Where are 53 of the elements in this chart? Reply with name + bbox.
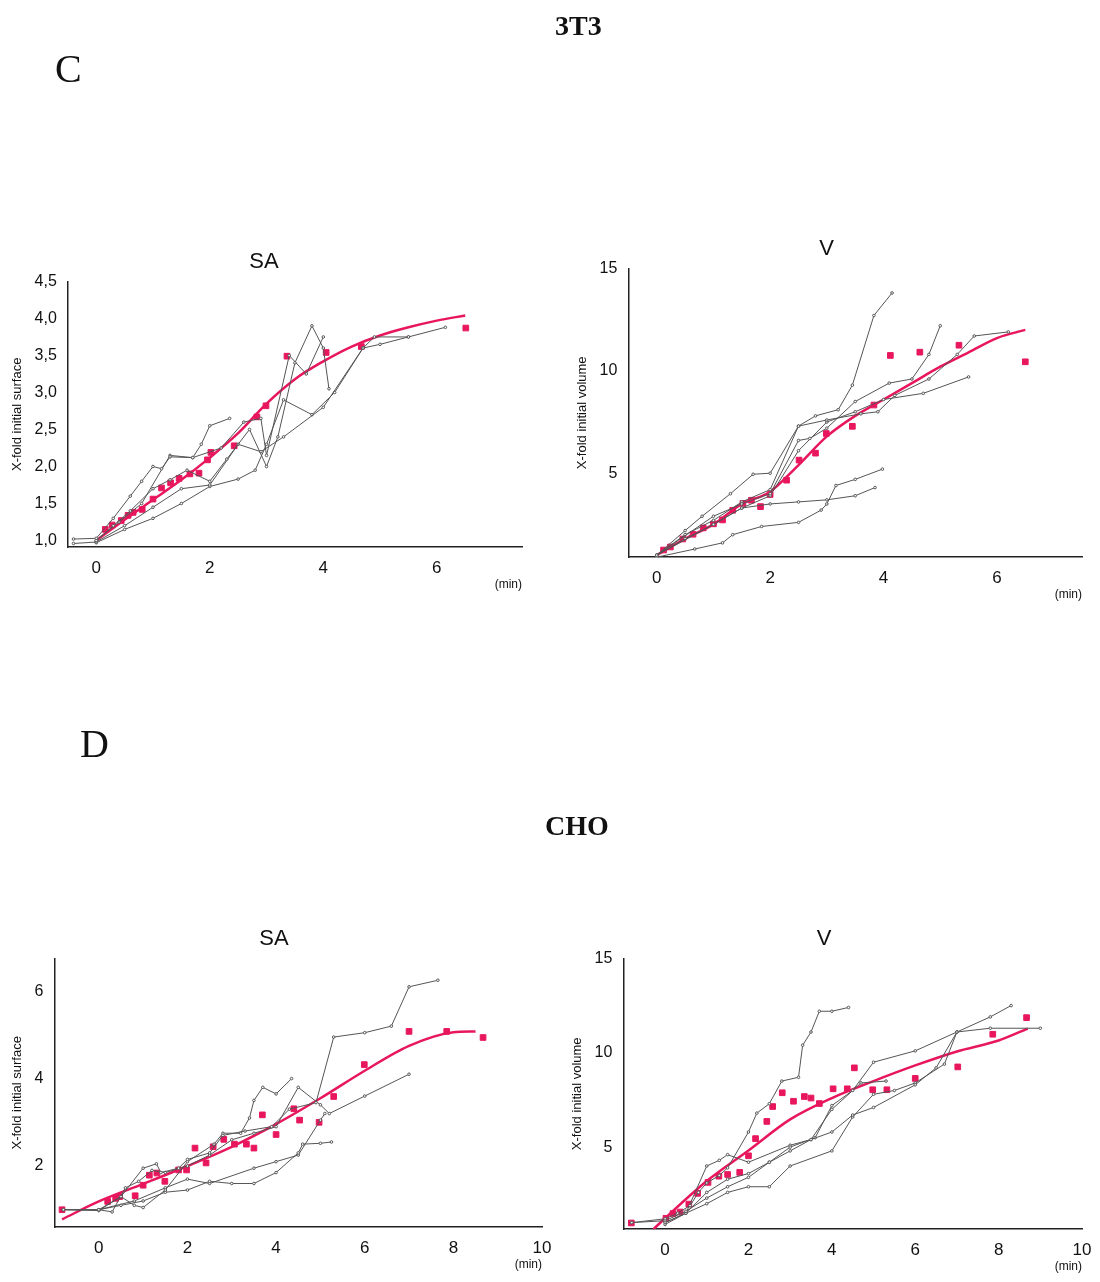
y-tick-label: 10	[594, 1043, 613, 1061]
x-tick-label: 0	[91, 558, 101, 578]
y-tick-label: 4,0	[34, 308, 57, 326]
x-axis-title: (min)	[494, 577, 522, 592]
y-tick-label: 4,5	[34, 271, 57, 289]
chart-title: V	[819, 235, 835, 261]
y-tick-label: 3,5	[34, 345, 57, 363]
text: 3T3	[555, 10, 602, 42]
x-tick-label: 8	[993, 1240, 1004, 1260]
x-tick-label: 0	[652, 568, 662, 588]
y-tick-label: 1,5	[34, 493, 57, 511]
x-tick-label: 4	[318, 558, 329, 578]
x-tick-label: 4	[271, 1238, 281, 1258]
text: D	[80, 720, 109, 767]
y-tick-label: 6	[34, 981, 44, 999]
x-tick-label: 2	[182, 1238, 193, 1258]
chart-title: V	[816, 925, 832, 951]
x-tick-label: 4	[827, 1240, 837, 1260]
x-axis-title: (min)	[514, 1257, 542, 1272]
x-tick-label: 0	[660, 1240, 670, 1260]
y-axis-title: X-fold initial volume	[569, 1037, 585, 1151]
x-axis-title: (min)	[1054, 1259, 1082, 1274]
x-tick-label: 8	[448, 1238, 459, 1258]
x-tick-label: 10	[532, 1238, 552, 1258]
x-tick-label: 6	[432, 558, 442, 578]
y-tick-label: 10	[599, 361, 618, 379]
x-tick-label: 6	[992, 568, 1002, 588]
text: CHO	[545, 810, 609, 842]
x-tick-label: 2	[205, 558, 215, 578]
chart-title: SA	[259, 925, 289, 951]
y-tick-label: 2,5	[34, 419, 57, 437]
x-tick-label: 2	[765, 568, 775, 588]
y-axis-title: X-fold initial volume	[574, 356, 590, 470]
chart-title: SA	[249, 248, 279, 274]
x-axis-title: (min)	[1054, 587, 1082, 602]
x-tick-label: 4	[878, 568, 889, 588]
y-tick-label: 5	[608, 463, 618, 481]
y-tick-label: 3,0	[34, 382, 57, 400]
x-tick-label: 10	[1072, 1240, 1092, 1260]
x-tick-label: 0	[94, 1238, 104, 1258]
y-tick-label: 1,0	[34, 530, 57, 548]
y-tick-label: 4	[34, 1069, 44, 1086]
text: C	[55, 45, 82, 92]
x-tick-label: 6	[359, 1238, 370, 1258]
y-tick-label: 15	[599, 258, 618, 276]
y-tick-label: 15	[594, 948, 613, 966]
y-tick-label: 2	[34, 1156, 44, 1174]
y-tick-label: 2,0	[34, 456, 57, 474]
y-tick-label: 5	[603, 1137, 613, 1155]
y-axis-title: X-fold initial surface	[9, 357, 25, 472]
x-tick-label: 2	[743, 1240, 754, 1260]
y-axis-title: X-fold initial surface	[9, 1036, 25, 1150]
x-tick-label: 6	[910, 1240, 920, 1260]
